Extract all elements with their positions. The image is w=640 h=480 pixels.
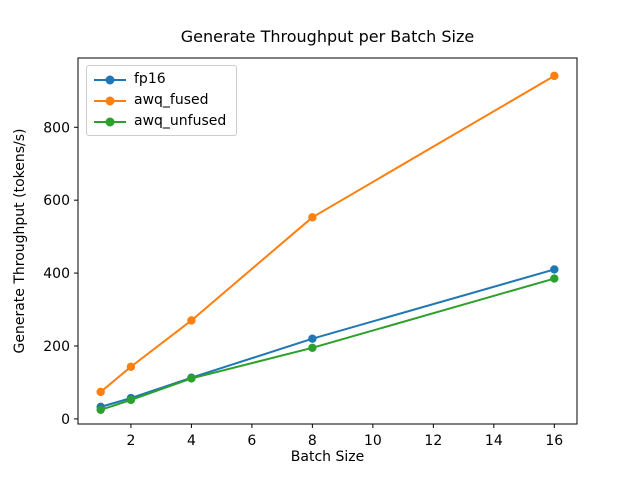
legend-entry-fp16: fp16	[94, 71, 226, 88]
y-tick-label: 200	[43, 339, 70, 355]
series-marker-awq_unfused	[550, 274, 559, 283]
x-tick-label: 6	[247, 433, 256, 449]
legend-dot-icon	[105, 117, 115, 126]
x-tick-label: 8	[308, 433, 317, 449]
y-tick-label: 800	[43, 120, 70, 136]
series-marker-awq_fused	[96, 387, 105, 397]
series-line-awq_unfused	[99, 277, 556, 411]
legend-label: awq_fused	[134, 92, 209, 108]
x-axis-label: Batch Size	[290, 449, 365, 465]
series-marker-awq_fused	[550, 71, 559, 81]
series-marker-awq_unfused	[126, 395, 136, 405]
legend-label: awq_unfused	[134, 113, 227, 129]
legend-line-marker-icon	[94, 113, 126, 130]
y-tick-label: 0	[61, 412, 70, 428]
legend-line-marker-icon	[94, 71, 126, 88]
legend-line-marker-icon	[94, 92, 126, 109]
legend: fp16 awq_fused awq_unfused	[86, 65, 238, 136]
legend-label: fp16	[134, 71, 166, 87]
series-marker-fp16	[308, 334, 317, 343]
y-tick-label: 400	[43, 266, 70, 282]
series-marker-awq_unfused	[96, 405, 105, 414]
legend-dot-icon	[105, 96, 115, 105]
x-tick-label: 16	[545, 433, 563, 449]
y-tick-label: 600	[43, 193, 70, 209]
series-marker-awq_unfused	[187, 374, 196, 383]
series-marker-fp16	[550, 265, 559, 274]
x-tick-label: 12	[424, 433, 442, 449]
x-tick-label: 14	[485, 433, 503, 449]
x-tick-label: 10	[364, 433, 382, 449]
series-marker-awq_fused	[308, 213, 317, 222]
y-axis-label: Generate Throughput (tokens/s)	[12, 128, 28, 354]
series-marker-awq_unfused	[308, 343, 317, 353]
legend-dot-icon	[105, 75, 115, 84]
legend-entry-awq-fused: awq_fused	[94, 92, 226, 109]
plot-border	[77, 57, 578, 425]
x-tick-label: 2	[126, 433, 135, 449]
chart-title: Generate Throughput per Batch Size	[180, 27, 475, 46]
series-marker-awq_fused	[187, 316, 196, 325]
x-tick-label: 4	[187, 433, 196, 449]
series-marker-awq_fused	[126, 362, 136, 371]
legend-entry-awq-unfused: awq_unfused	[94, 113, 226, 130]
